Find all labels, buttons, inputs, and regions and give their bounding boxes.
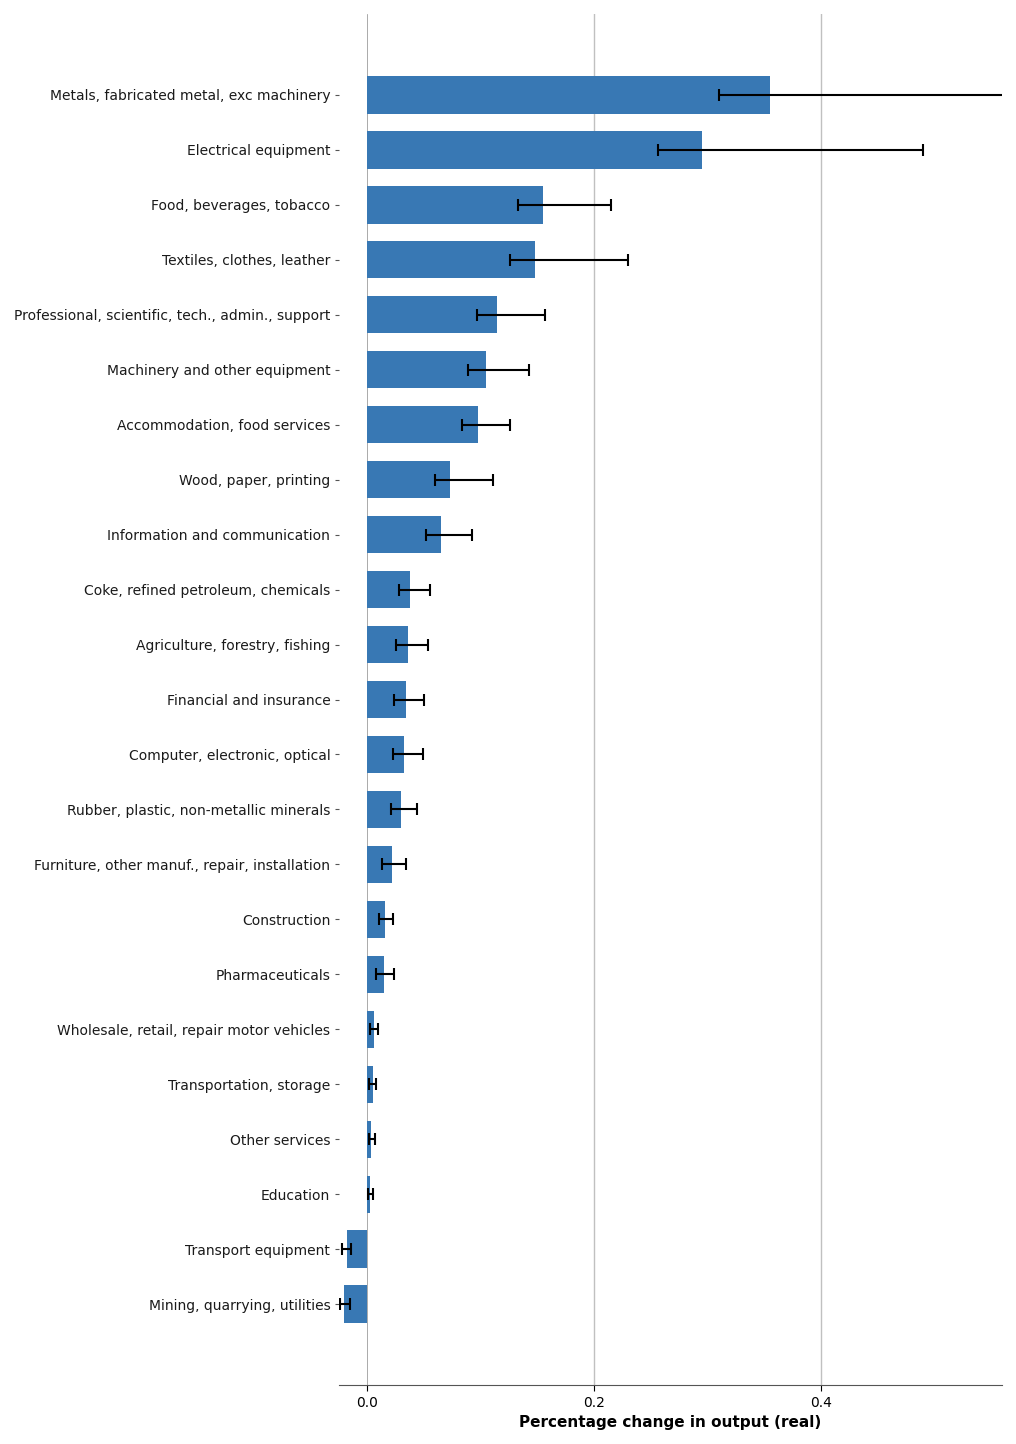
Bar: [367, 736, 404, 773]
Bar: [367, 296, 498, 334]
Bar: [367, 1175, 371, 1213]
Bar: [367, 625, 407, 663]
Bar: [367, 846, 392, 884]
Bar: [367, 351, 486, 388]
Bar: [367, 1066, 373, 1103]
Bar: [346, 1230, 367, 1268]
Bar: [367, 186, 543, 224]
Bar: [367, 901, 385, 939]
Bar: [367, 1121, 372, 1158]
Bar: [367, 77, 769, 114]
Bar: [367, 680, 405, 718]
Bar: [344, 1285, 367, 1323]
Bar: [367, 406, 479, 443]
Bar: [367, 791, 401, 827]
Bar: [367, 1011, 374, 1048]
Bar: [367, 956, 384, 993]
Bar: [367, 570, 410, 608]
X-axis label: Percentage change in output (real): Percentage change in output (real): [519, 1415, 822, 1430]
Bar: [367, 516, 441, 553]
Bar: [367, 461, 450, 498]
Bar: [367, 241, 534, 279]
Bar: [367, 131, 701, 169]
